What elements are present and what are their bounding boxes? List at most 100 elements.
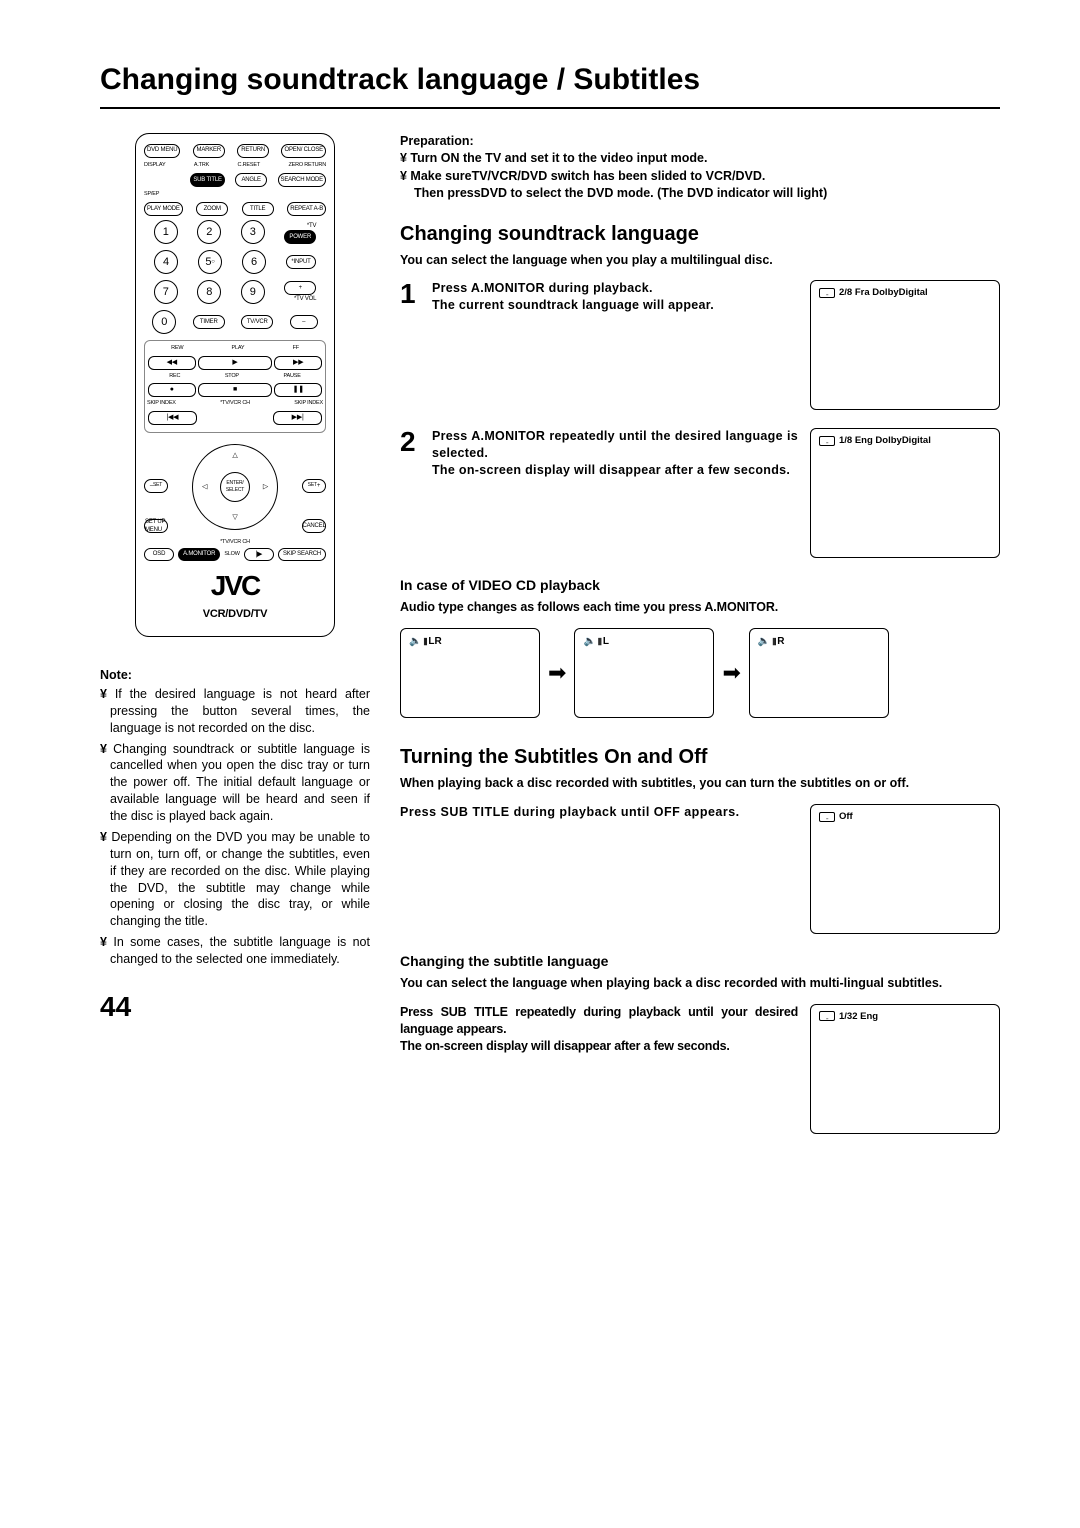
skip-label-l: SKIP INDEX [147, 400, 176, 407]
num-3: 3 [241, 220, 265, 244]
skip-prev-button: |◀◀ [148, 411, 197, 425]
ch-label-2: *TV/VCR CH [144, 539, 326, 546]
step-2-text: Press A.MONITOR repeatedly until the des… [432, 428, 798, 479]
videocd-lead: Audio type changes as follows each time … [400, 599, 1000, 616]
playmode-button: PLAY MODE [144, 202, 183, 216]
searchmode-button: SEARCH MODE [278, 173, 326, 187]
right-column: Preparation: ¥ Turn ON the TV and set it… [400, 133, 1000, 1152]
osd-box-2: 1/8 Eng DolbyDigital [810, 428, 1000, 558]
note-header: Note: [100, 667, 370, 684]
note-item: In some cases, the subtitle language is … [100, 934, 370, 968]
prep-line-2: ¥ Make sureTV/VCR/DVD switch has been sl… [400, 168, 1000, 186]
step-1: 1 Press A.MONITOR during playback. The c… [400, 280, 1000, 410]
num-9: 9 [241, 280, 265, 304]
enter-button: ENTER/ SELECT [220, 472, 250, 502]
left-arrow: ◁ [202, 482, 207, 491]
prep-title: Preparation: [400, 133, 1000, 151]
subtitle-lang-lead: You can select the language when playing… [400, 975, 1000, 992]
rec-button: ● [148, 383, 196, 397]
dvd-menu-button: DVD MENU [144, 144, 180, 158]
amonitor-button: A.MONITOR [178, 548, 220, 561]
subtitle-off-step: Press SUB TITLE during playback until OF… [400, 804, 1000, 934]
pause-label: PAUSE [283, 373, 300, 380]
audio-label-r: R [777, 635, 784, 649]
subtitle-osd-icon [819, 1011, 835, 1021]
subtitle-lang-text: Press SUB TITLE repeatedly during playba… [400, 1004, 798, 1055]
skip-label-r: SKIP INDEX [294, 400, 323, 407]
audio-box-lr: 🔈⦀ LR [400, 628, 540, 718]
ch-label: *TV/VCR CH [220, 400, 250, 407]
left-column: DVD MENU MARKER RETURN OPEN/ CLOSE DISPL… [100, 133, 370, 1152]
osd-box-lang: 1/32 Eng [810, 1004, 1000, 1134]
power-button: POWER [284, 230, 316, 244]
return-button: RETURN [237, 144, 269, 158]
title-button: TITLE [242, 202, 274, 216]
play-button: ▶ [198, 356, 273, 370]
num-5: 5○ [198, 250, 222, 274]
subtitle-osd-icon [819, 288, 835, 298]
subtitle-lang-step: Press SUB TITLE repeatedly during playba… [400, 1004, 1000, 1134]
stop-button: ■ [198, 383, 273, 397]
num-4: 4 [154, 250, 178, 274]
creset-label: C.RESET [238, 162, 260, 169]
play-label: PLAY [232, 345, 245, 352]
osd-box-1: 2/8 Fra DolbyDigital [810, 280, 1000, 410]
right-arrow: ▷ [263, 482, 268, 491]
tv-label: *TV [307, 223, 316, 229]
display-label: DISPLAY [144, 162, 165, 169]
subtitle-button: SUB TITLE [190, 173, 224, 187]
skipsearch-button: SKIP SEARCH [278, 548, 326, 561]
subtitle-off-text: Press SUB TITLE during playback until OF… [400, 804, 798, 821]
speaker-icon: 🔈 [583, 635, 595, 649]
model-label: VCR/DVD/TV [144, 607, 326, 622]
rec-label: REC [169, 373, 180, 380]
brand-logo: JVC [144, 567, 326, 605]
open-close-button: OPEN/ CLOSE [281, 144, 325, 158]
stop-label: STOP [225, 373, 239, 380]
audio-box-r: 🔈⦀ R [749, 628, 889, 718]
audio-label-lr: LR [428, 635, 441, 649]
numpad: 1 2 3 *TV POWER 4 5○ 6 *INPUT 7 8 [144, 220, 326, 334]
num-8: 8 [197, 280, 221, 304]
section1-lead: You can select the language when you pla… [400, 252, 1000, 269]
rew-label: REW [171, 345, 183, 352]
preparation-block: Preparation: ¥ Turn ON the TV and set it… [400, 133, 1000, 203]
videocd-heading: In case of VIDEO CD playback [400, 576, 1000, 595]
input-button: *INPUT [286, 255, 316, 269]
osd-box-off: Off [810, 804, 1000, 934]
speaker-icon: 🔈 [758, 635, 770, 649]
remote-control-diagram: DVD MENU MARKER RETURN OPEN/ CLOSE DISPL… [135, 133, 335, 638]
audio-box-l: 🔈⦀ L [574, 628, 714, 718]
page-number: 44 [100, 988, 370, 1026]
slow-play: |▶ [244, 548, 274, 561]
page-title: Changing soundtrack language / Subtitles [100, 60, 1000, 109]
pause-button: ❚❚ [274, 383, 322, 397]
note-item: Changing soundtrack or subtitle language… [100, 741, 370, 825]
ff-label: FF [293, 345, 299, 352]
subtitle-osd-icon [819, 436, 835, 446]
down-arrow: ▽ [232, 513, 237, 522]
osd-button: OSD [144, 548, 174, 561]
audio-label-l: L [603, 635, 609, 649]
note-item: Depending on the DVD you may be unable t… [100, 829, 370, 930]
num-2: 2 [197, 220, 221, 244]
tvvol-down: – [290, 315, 318, 329]
osd-text-off: Off [839, 811, 853, 822]
prep-line-3: Then pressDVD to select the DVD mode. (T… [414, 185, 1000, 203]
zoom-button: ZOOM [196, 202, 228, 216]
prep-line-1: ¥ Turn ON the TV and set it to the video… [400, 150, 1000, 168]
repeat-button: REPEAT A-B [287, 202, 326, 216]
timer-button: TIMER [193, 315, 225, 329]
ff-button: ▶▶ [274, 356, 322, 370]
slow-label: SLOW [224, 551, 239, 558]
num-1: 1 [154, 220, 178, 244]
step-2-number: 2 [400, 428, 420, 456]
transport-block: REW PLAY FF ◀◀ ▶ ▶▶ REC STOP PAUSE ● ■ [144, 340, 326, 432]
speaker-icon: 🔈 [409, 635, 421, 649]
set-minus: – SET [144, 479, 168, 493]
osd-text-1: 2/8 Fra DolbyDigital [839, 287, 928, 298]
osd-text-lang: 1/32 Eng [839, 1011, 878, 1022]
rew-button: ◀◀ [148, 356, 196, 370]
dpad: ENTER/ SELECT △ ▽ ◁ ▷ – SET SET + SET UP… [144, 439, 326, 535]
two-column-layout: DVD MENU MARKER RETURN OPEN/ CLOSE DISPL… [100, 133, 1000, 1152]
